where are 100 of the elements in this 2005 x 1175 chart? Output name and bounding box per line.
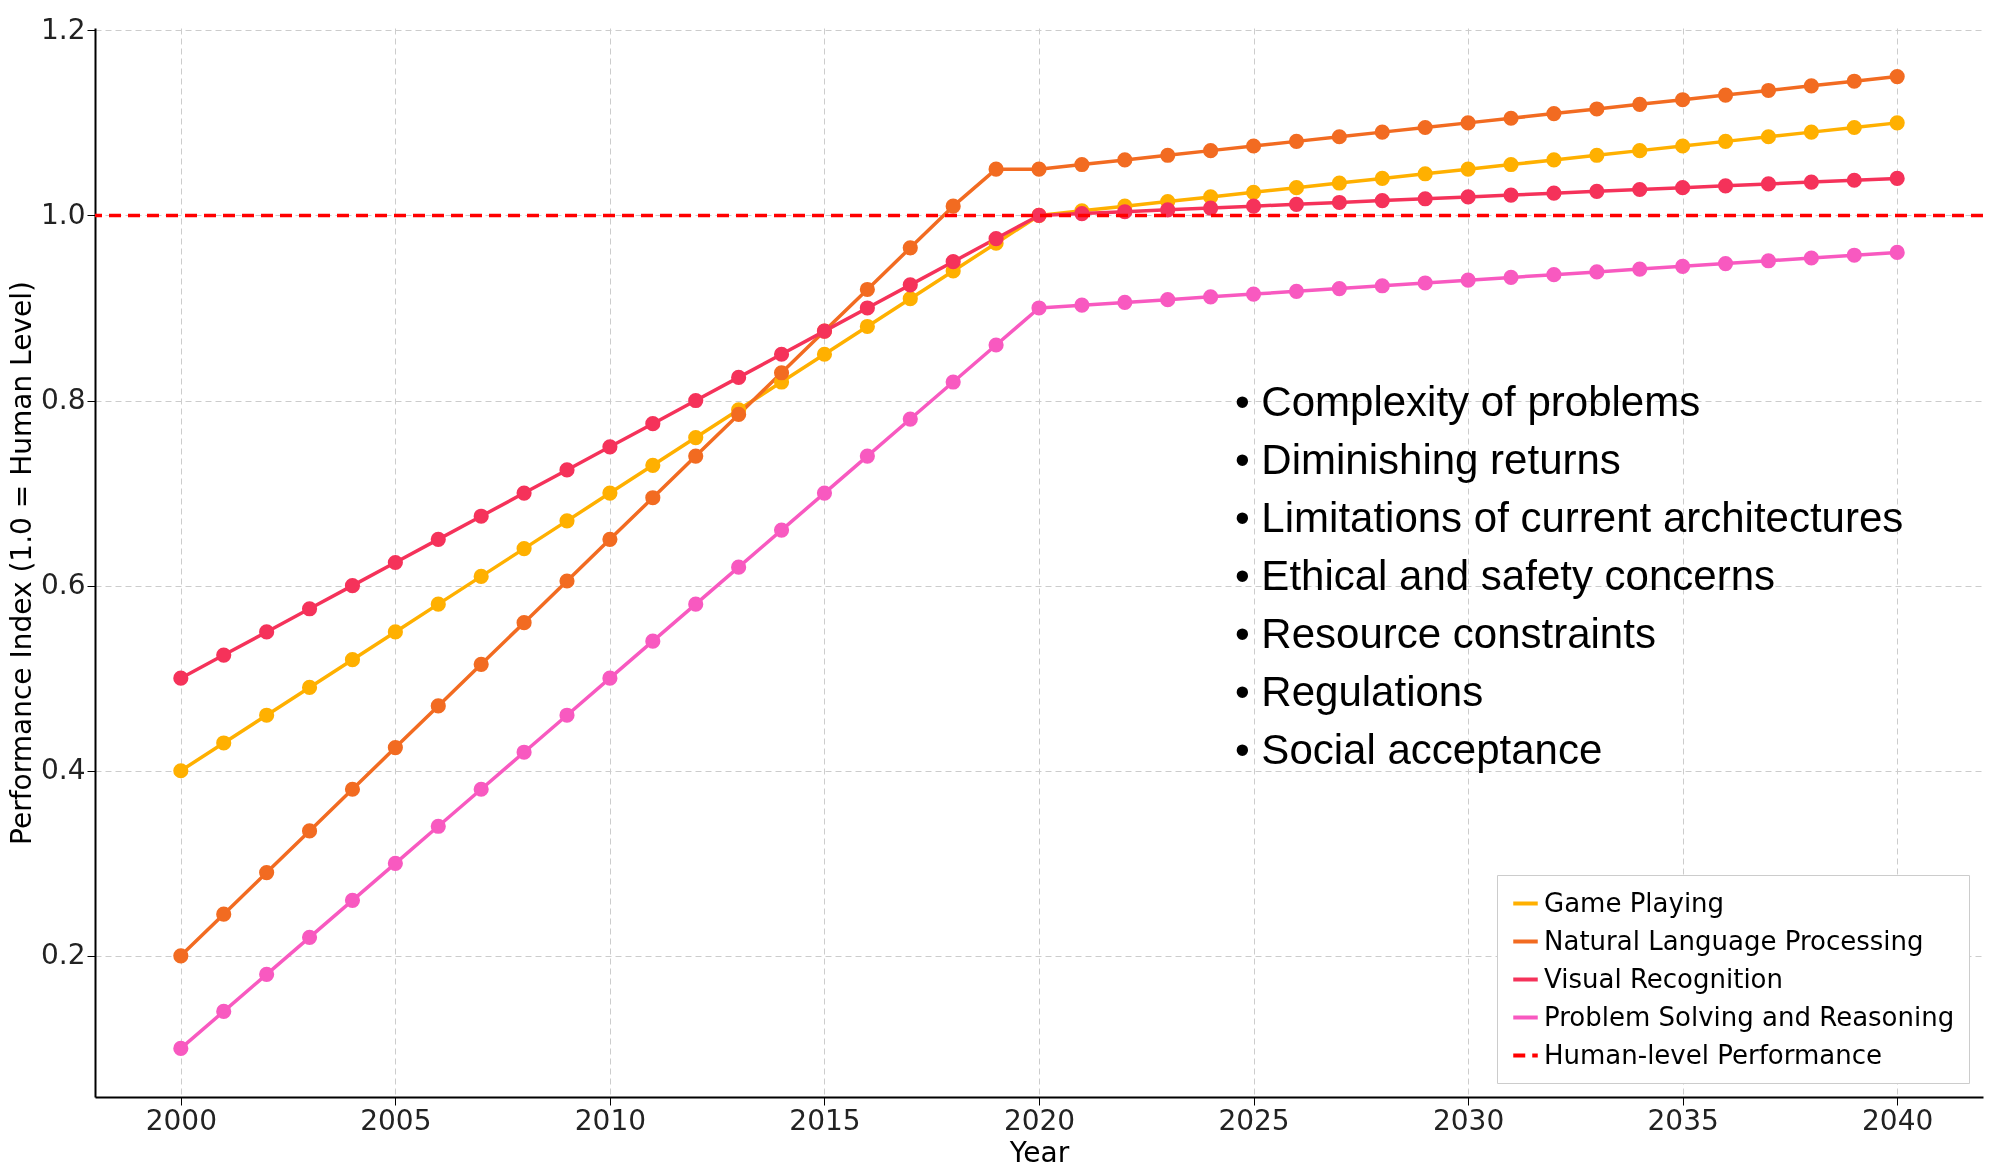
point	[1760, 253, 1777, 269]
point	[1675, 138, 1691, 154]
legend-label: Problem Solving and Reasoning	[1544, 1001, 1955, 1032]
point	[602, 531, 618, 547]
point	[1846, 172, 1862, 188]
point	[259, 707, 275, 723]
point	[559, 513, 575, 529]
point	[945, 374, 961, 390]
point	[1203, 289, 1219, 305]
point	[1546, 185, 1562, 201]
point	[1117, 294, 1133, 310]
point	[1374, 124, 1390, 140]
annotation: • Complexity of problems	[1235, 378, 1701, 425]
point	[1675, 258, 1691, 274]
point	[516, 744, 532, 760]
point	[731, 369, 747, 385]
point	[645, 490, 661, 506]
annotation: • Regulations	[1235, 668, 1484, 715]
point	[1503, 187, 1519, 203]
point	[1889, 170, 1905, 186]
point	[902, 277, 918, 293]
point	[859, 448, 875, 464]
point	[430, 531, 446, 547]
point	[1889, 115, 1905, 131]
point	[1160, 202, 1176, 218]
legend-label: Game Playing	[1544, 887, 1725, 918]
point	[1503, 110, 1519, 126]
point	[216, 647, 232, 663]
point	[1245, 198, 1262, 214]
point	[259, 864, 275, 881]
point	[1331, 175, 1347, 191]
annotation: • Limitations of current architectures	[1235, 494, 1904, 541]
point	[773, 346, 790, 362]
point	[1417, 191, 1433, 207]
point	[344, 781, 361, 797]
point	[902, 291, 918, 307]
point	[387, 554, 403, 571]
point	[1889, 244, 1905, 261]
point	[1675, 92, 1691, 108]
point	[1546, 106, 1562, 122]
point	[259, 966, 275, 982]
point	[645, 457, 661, 473]
point	[1245, 184, 1262, 200]
point	[1717, 255, 1734, 272]
point	[645, 633, 661, 649]
point	[1846, 119, 1862, 136]
point	[430, 818, 446, 834]
point	[1675, 180, 1691, 196]
point	[1503, 269, 1519, 285]
x-tick-label: 2020	[1003, 1103, 1076, 1137]
point	[859, 318, 875, 335]
point	[473, 656, 489, 672]
annotation: • Diminishing returns	[1235, 436, 1621, 483]
point	[301, 929, 318, 945]
point	[301, 679, 318, 696]
point	[688, 596, 704, 612]
point	[988, 161, 1004, 177]
legend-label: Natural Language Processing	[1544, 925, 1924, 956]
point	[773, 522, 790, 538]
point	[1589, 183, 1605, 199]
x-tick-label: 2015	[789, 1103, 861, 1137]
annotation: • Ethical and safety concerns	[1235, 552, 1775, 599]
point	[1031, 161, 1047, 177]
annotation: • Social acceptance	[1235, 726, 1603, 773]
y-tick-label: 1.2	[40, 12, 86, 46]
point	[1589, 264, 1605, 280]
point	[387, 740, 403, 756]
point	[216, 735, 232, 751]
point	[945, 254, 961, 270]
point	[859, 281, 875, 298]
point	[387, 624, 403, 640]
point	[1331, 194, 1347, 211]
point	[1503, 156, 1519, 173]
point	[516, 541, 532, 557]
point	[1417, 119, 1433, 136]
point	[988, 230, 1004, 247]
point	[1117, 152, 1133, 168]
point	[301, 823, 318, 839]
point	[602, 439, 618, 455]
point	[1460, 272, 1476, 288]
point	[430, 698, 446, 714]
point	[559, 573, 575, 589]
point	[1374, 170, 1390, 186]
y-tick-label: 1.0	[40, 197, 86, 231]
y-tick-label: 0.8	[40, 383, 86, 417]
point	[1803, 78, 1819, 94]
annotation: • Resource constraints	[1235, 610, 1656, 657]
point	[773, 365, 790, 381]
point	[1288, 133, 1305, 149]
point	[816, 346, 833, 362]
point	[173, 763, 189, 779]
point	[1760, 129, 1777, 145]
point	[430, 596, 446, 612]
point	[1546, 267, 1562, 283]
point	[1417, 166, 1433, 182]
point	[559, 707, 575, 723]
point	[216, 1003, 232, 1019]
y-tick-label: 0.6	[40, 568, 86, 602]
x-tick-label: 2025	[1218, 1103, 1290, 1137]
point	[1717, 133, 1734, 149]
